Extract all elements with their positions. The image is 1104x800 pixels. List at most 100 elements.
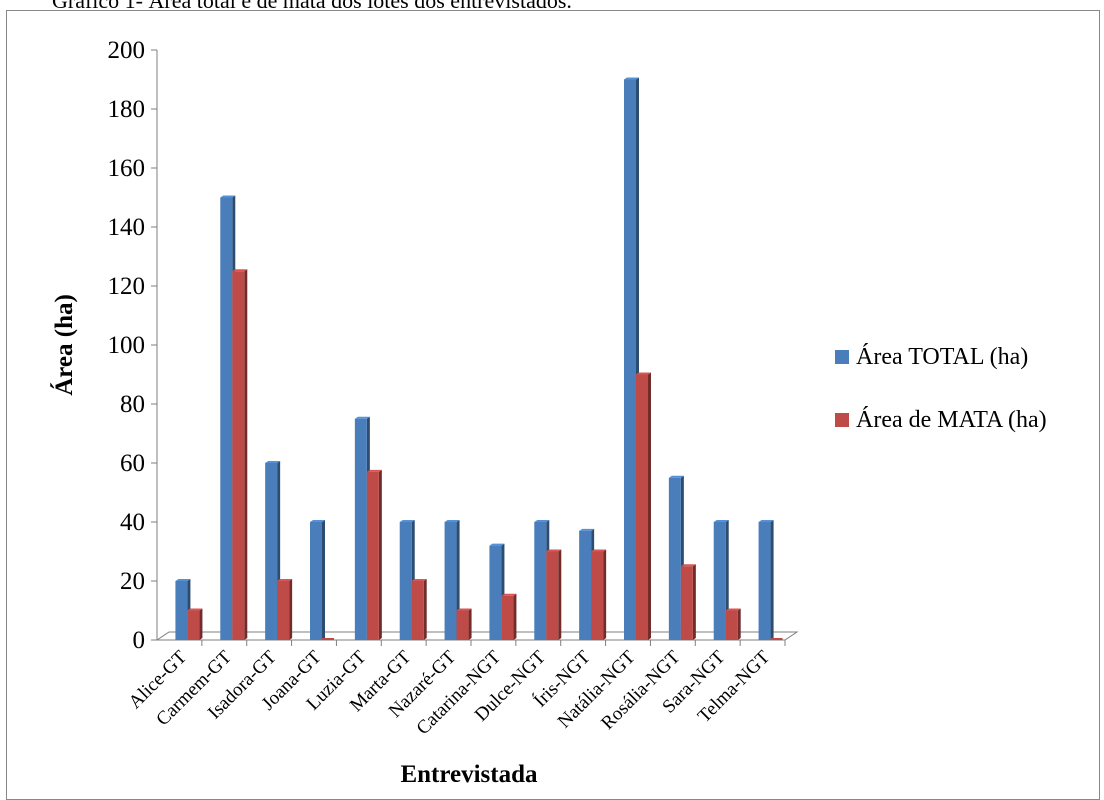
bar-top [220, 195, 236, 198]
y-tick-label: 40 [120, 509, 145, 536]
bar-front [546, 551, 559, 640]
bar-top [668, 475, 684, 478]
bar-side [737, 608, 741, 640]
bar-front [501, 595, 514, 640]
bar-mata-10 [636, 372, 651, 640]
bar-mata-8 [546, 549, 562, 640]
bar-top [175, 579, 191, 581]
bar-side [378, 469, 382, 640]
bar-front [277, 581, 290, 640]
bar-mata-9 [591, 549, 607, 640]
y-tick-label: 60 [120, 450, 145, 477]
bar-side [244, 269, 248, 640]
bar-top [366, 469, 382, 472]
bar-front [636, 374, 648, 640]
bar-side [558, 549, 562, 640]
y-tick-label: 160 [108, 155, 146, 182]
bar-mata-4 [366, 469, 382, 640]
bar-mata-0 [187, 608, 203, 640]
chart-floor [155, 631, 799, 641]
bar-top [636, 372, 651, 375]
bar-top [501, 593, 517, 596]
bar-top [680, 564, 696, 567]
y-tick-label: 180 [108, 96, 146, 123]
y-tick-label: 120 [108, 273, 146, 300]
bar-front [713, 522, 726, 640]
bar-side [423, 579, 427, 640]
bar-front [232, 271, 245, 640]
bar-front [456, 610, 469, 640]
bar-front [354, 418, 367, 640]
bar-top [187, 608, 203, 611]
bar-side [513, 593, 517, 640]
bar-side [322, 520, 325, 640]
bar-mata-11 [680, 564, 696, 640]
bar-top [579, 528, 595, 531]
bar-top [591, 549, 607, 552]
bar-front [366, 471, 379, 640]
bar-top [456, 608, 472, 611]
bar-mata-7 [501, 593, 517, 640]
bar-side [468, 608, 472, 640]
bar-top [354, 416, 370, 419]
bar-mata-5 [411, 579, 427, 640]
legend: Área TOTAL (ha) Área de MATA (ha) [835, 344, 1047, 433]
bar-mata-1 [232, 269, 248, 640]
legend-label-mata: Área de MATA (ha) [856, 407, 1047, 433]
bar-front [668, 477, 681, 640]
bar-mata-2 [277, 579, 293, 640]
bar-total-3 [310, 520, 325, 640]
bar-side [289, 579, 293, 640]
bar-side [648, 372, 651, 640]
bar-top [725, 608, 741, 611]
legend-label-total: Área TOTAL (ha) [856, 344, 1028, 370]
bar-top [232, 269, 248, 272]
bar-front [680, 566, 693, 640]
legend-swatch-total [835, 350, 849, 364]
y-tick-label: 80 [120, 391, 145, 418]
y-tick-label: 200 [108, 37, 146, 64]
legend-swatch-mata [835, 413, 849, 427]
bar-top [265, 461, 281, 463]
bar-front [322, 638, 334, 640]
bar-top [399, 520, 415, 522]
bar-front [579, 530, 592, 640]
bar-front [187, 610, 200, 640]
bar-front [489, 545, 502, 640]
bar-front [624, 79, 636, 640]
bar-front [411, 581, 424, 640]
y-axis-title: Área (ha) [50, 294, 78, 396]
bar-top [411, 579, 427, 581]
bar-front [770, 638, 783, 640]
bar-top [444, 520, 460, 522]
bar-front [444, 522, 457, 640]
bar-front [725, 610, 738, 640]
y-tick-label: 140 [108, 214, 146, 241]
bar-mata-12 [725, 608, 741, 640]
y-tick-label: 0 [133, 627, 146, 654]
bar-front [399, 522, 412, 640]
bar-side [770, 520, 774, 640]
bar-side [692, 564, 696, 640]
x-axis-title: Entrevistada [400, 761, 538, 788]
figure-caption: Gráfico 1- Área total e de mata dos lote… [52, 0, 572, 13]
bar-front [591, 551, 604, 640]
y-tick-label: 20 [120, 568, 145, 595]
bar-mata-6 [456, 608, 472, 640]
bar-top [534, 520, 550, 522]
bar-top [489, 543, 505, 546]
bar-top [310, 520, 325, 522]
bar-front [265, 463, 278, 640]
bar-total-13 [758, 520, 774, 640]
bar-front [175, 581, 188, 640]
bar-mata-13 [770, 638, 783, 640]
bar-front [758, 522, 771, 640]
bar-top [624, 77, 639, 80]
bar-top [277, 579, 293, 581]
bar-top [758, 520, 774, 522]
bar-mata-3 [322, 638, 334, 640]
bar-front [310, 522, 322, 640]
bar-side [199, 608, 203, 640]
bar-front [220, 197, 233, 640]
